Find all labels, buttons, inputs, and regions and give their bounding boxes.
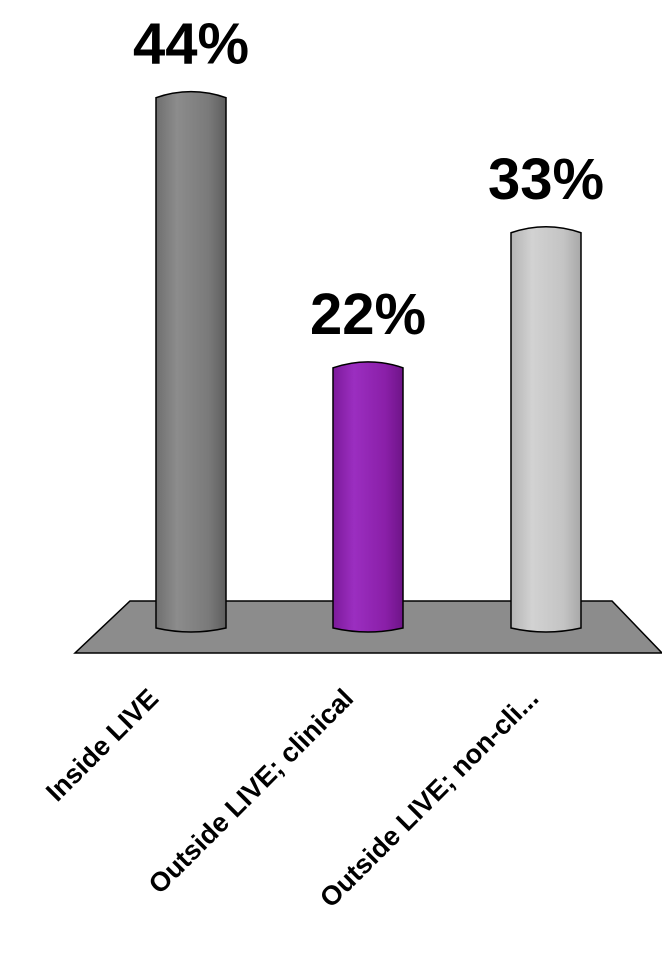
bar-2 — [510, 226, 582, 633]
data-label-2: 33% — [488, 147, 604, 212]
category-label-2: Outside LIVE; non-cli... — [314, 683, 544, 913]
data-labels: 44% 22% 33% — [133, 12, 604, 347]
bars — [155, 91, 582, 633]
category-label-1: Outside LIVE; clinical — [143, 683, 359, 899]
category-label-0: Inside LIVE — [40, 683, 164, 807]
data-label-0: 44% — [133, 12, 249, 77]
bar-0 — [155, 91, 227, 633]
bar-1 — [332, 361, 404, 633]
data-label-1: 22% — [310, 282, 426, 347]
